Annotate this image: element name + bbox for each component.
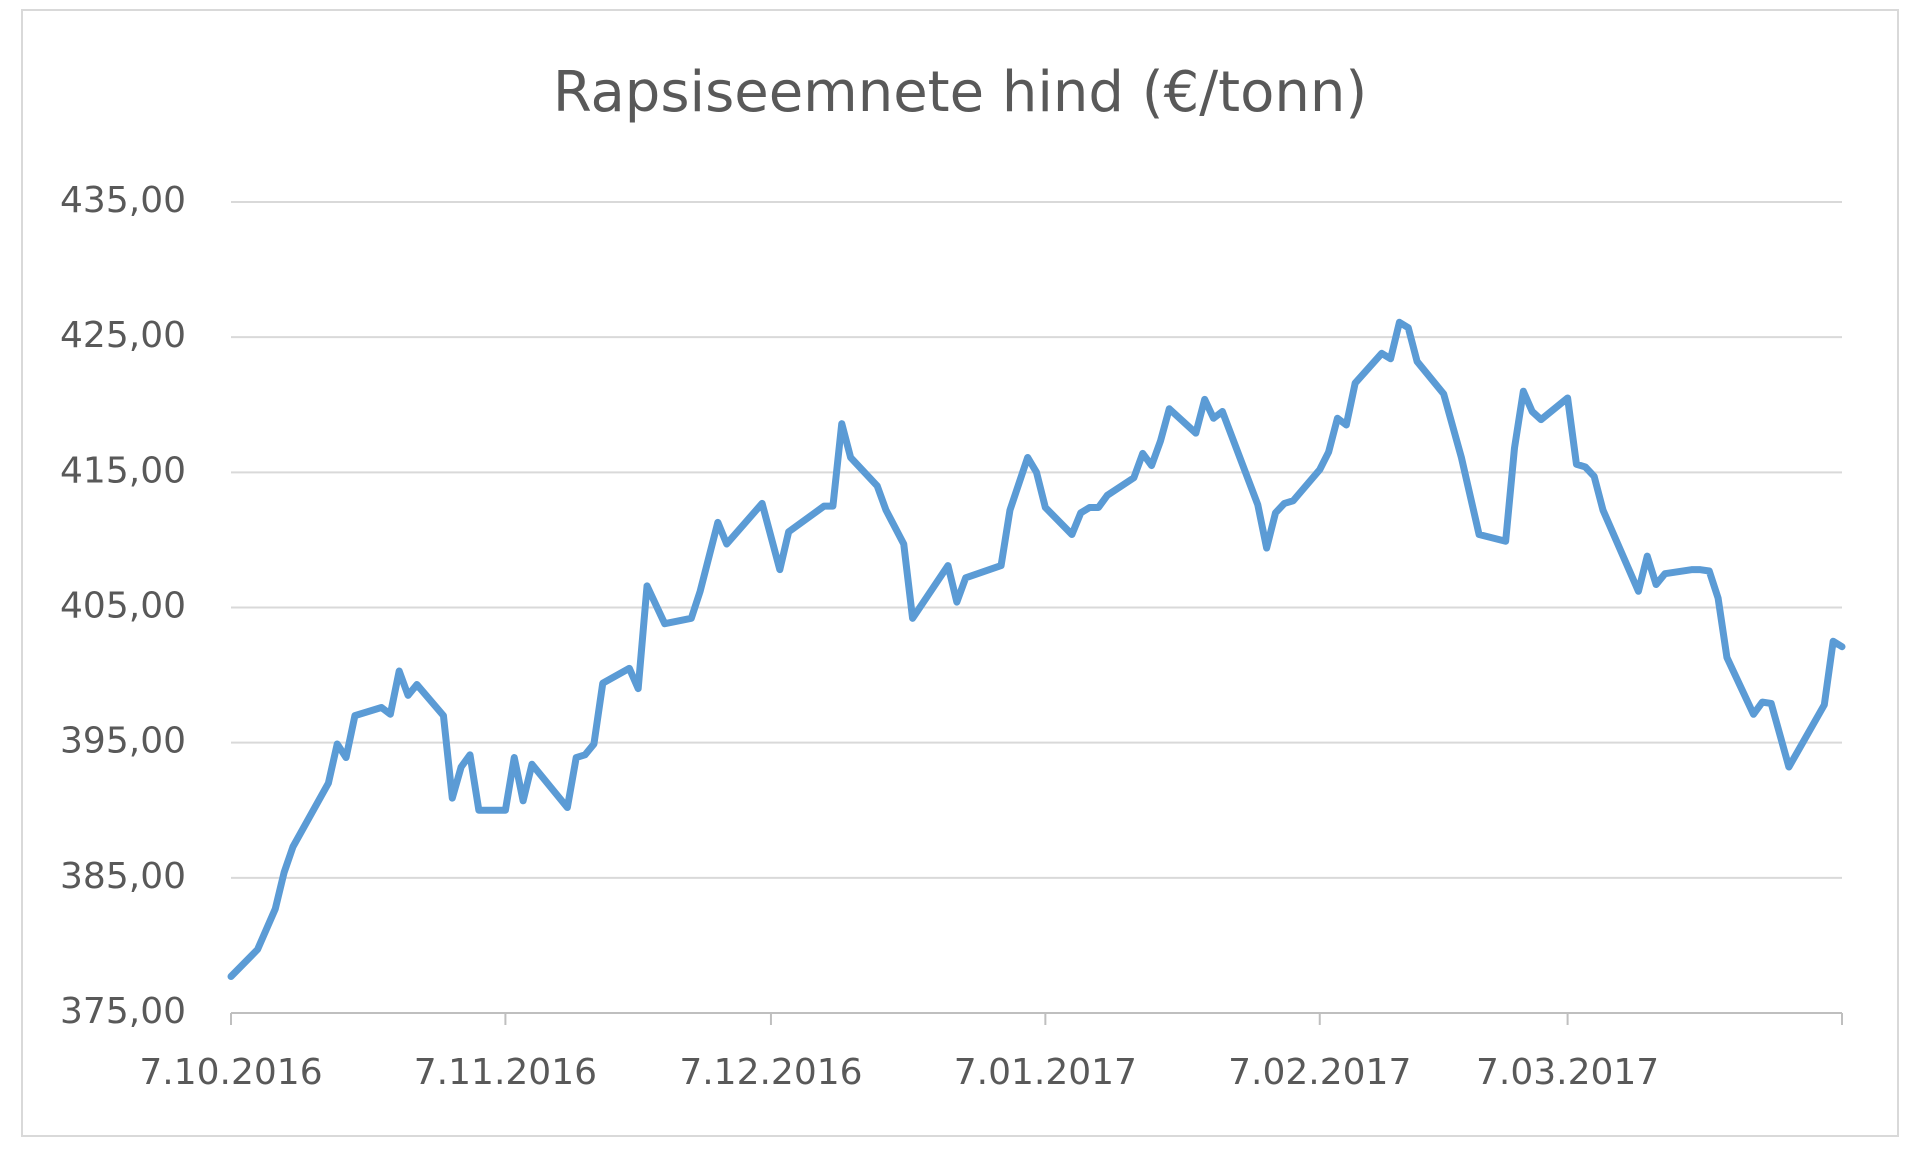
- x-tick-label: 7.01.2017: [954, 1052, 1137, 1093]
- x-tick-label: 7.10.2016: [139, 1052, 322, 1093]
- price-line: [227, 318, 1846, 981]
- y-tick-label: 435,00: [60, 180, 186, 221]
- x-tick-label: 7.12.2016: [679, 1052, 862, 1093]
- x-tick-label: 7.03.2017: [1476, 1052, 1659, 1093]
- x-tick-label: 7.11.2016: [414, 1052, 597, 1093]
- y-tick-label: 425,00: [60, 315, 186, 356]
- y-tick-label: 385,00: [60, 856, 186, 897]
- y-tick-label: 415,00: [60, 450, 186, 491]
- x-tick-label: 7.02.2017: [1228, 1052, 1411, 1093]
- y-tick-label: 405,00: [60, 586, 186, 627]
- chart-border: [21, 9, 1899, 1137]
- y-tick-label: 395,00: [60, 721, 186, 762]
- y-tick-label: 375,00: [60, 991, 186, 1032]
- chart-title: Rapsiseemnete hind (€/tonn): [553, 60, 1367, 125]
